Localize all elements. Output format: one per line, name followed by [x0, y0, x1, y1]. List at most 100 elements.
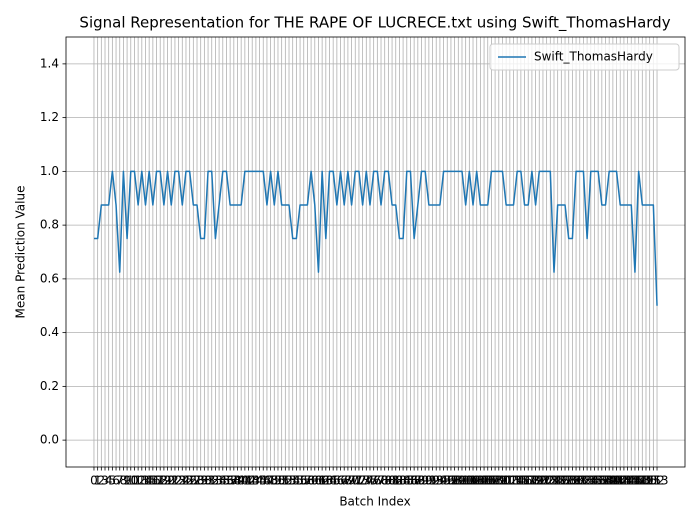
x-tick-label: 152: [642, 474, 665, 488]
x-tick-label: 10: [123, 474, 138, 488]
x-tick-label: 93: [429, 474, 444, 488]
legend-label: Swift_ThomasHardy: [534, 50, 653, 64]
x-tick-label: 26: [182, 474, 197, 488]
x-tick-label: 12: [130, 474, 145, 488]
x-tick-label: 151: [638, 474, 661, 488]
x-tick-label: 27: [186, 474, 201, 488]
x-tick-label: 16: [145, 474, 160, 488]
x-tick-label: 63: [318, 474, 333, 488]
x-tick-label: 136: [583, 474, 606, 488]
x-tick-label: 141: [601, 474, 624, 488]
x-tick-label: 126: [546, 474, 569, 488]
x-tick-label: 6: [112, 474, 120, 488]
x-tick-label: 90: [418, 474, 433, 488]
x-tick-label: 121: [528, 474, 551, 488]
x-tick-label: 117: [513, 474, 536, 488]
x-tick-label: 87: [407, 474, 422, 488]
x-tick-label: 83: [392, 474, 407, 488]
x-tick-label: 46: [256, 474, 271, 488]
x-tick-label: 5: [109, 474, 117, 488]
x-tick-label: 15: [142, 474, 157, 488]
x-tick-label: 114: [502, 474, 525, 488]
x-tick-label: 2: [98, 474, 106, 488]
x-tick-label: 122: [531, 474, 554, 488]
y-tick-label: 1.4: [40, 56, 59, 70]
x-tick-label: 56: [292, 474, 307, 488]
x-tick-label: 50: [270, 474, 285, 488]
x-tick-label: 11: [127, 474, 142, 488]
x-tick-label: 29: [193, 474, 208, 488]
x-tick-label: 113: [498, 474, 521, 488]
y-tick-label: 0.8: [40, 218, 59, 232]
x-tick-label: 96: [440, 474, 455, 488]
x-tick-label: 81: [384, 474, 399, 488]
x-tick-label: 62: [314, 474, 329, 488]
x-tick-label: 143: [609, 474, 632, 488]
x-tick-label: 142: [605, 474, 628, 488]
x-tick-label: 53: [281, 474, 296, 488]
x-tick-label: 102: [458, 474, 481, 488]
x-tick-label: 54: [285, 474, 300, 488]
x-tick-label: 123: [535, 474, 558, 488]
x-tick-label: 82: [388, 474, 403, 488]
plot-frame: [65, 36, 686, 468]
x-tick-label: 25: [178, 474, 193, 488]
x-tick-label: 20: [160, 474, 175, 488]
x-tick-label: 30: [197, 474, 212, 488]
x-tick-label: 57: [296, 474, 311, 488]
x-tick-label: 153: [646, 474, 669, 488]
x-tick-label: 66: [329, 474, 344, 488]
x-tick-label: 8: [120, 474, 128, 488]
x-tick-label: 120: [524, 474, 547, 488]
x-tick-label: 31: [200, 474, 215, 488]
x-tick-label: 129: [557, 474, 580, 488]
x-tick-label: 72: [351, 474, 366, 488]
x-tick-label: 94: [432, 474, 447, 488]
x-tick-label: 100: [451, 474, 474, 488]
x-tick-label: 45: [252, 474, 267, 488]
x-tick-label: 105: [469, 474, 492, 488]
x-tick-label: 48: [263, 474, 278, 488]
x-tick-label: 116: [509, 474, 532, 488]
x-tick-label: 97: [443, 474, 458, 488]
x-tick-label: 38: [226, 474, 241, 488]
x-tick-label: 106: [473, 474, 496, 488]
x-tick-label: 13: [134, 474, 149, 488]
x-tick-label: 92: [425, 474, 440, 488]
x-tick-label: 35: [215, 474, 230, 488]
x-tick-label: 107: [476, 474, 499, 488]
x-tick-label: 65: [326, 474, 341, 488]
y-tick-label: 0.4: [40, 325, 59, 339]
x-tick-label: 18: [153, 474, 168, 488]
y-tick-label: 0.6: [40, 271, 59, 285]
x-tick-label: 24: [175, 474, 190, 488]
x-tick-label: 74: [359, 474, 374, 488]
y-axis-label: Mean Prediction Value: [14, 186, 28, 319]
x-tick-label: 104: [465, 474, 488, 488]
y-tick-label: 1.2: [40, 110, 59, 124]
x-tick-label: 59: [303, 474, 318, 488]
x-tick-label: 39: [230, 474, 245, 488]
x-tick-label: 34: [211, 474, 226, 488]
x-tick-label: 70: [344, 474, 359, 488]
x-tick-label: 79: [377, 474, 392, 488]
y-tick-label: 0.2: [40, 379, 59, 393]
x-tick-label: 0: [90, 474, 98, 488]
x-tick-label: 21: [164, 474, 179, 488]
x-tick-label: 119: [520, 474, 543, 488]
y-tick-label: 1.0: [40, 164, 59, 178]
x-tick-label: 73: [355, 474, 370, 488]
legend: Swift_ThomasHardy: [489, 43, 680, 71]
x-tick-label: 109: [484, 474, 507, 488]
x-tick-label: 22: [167, 474, 182, 488]
x-tick-label: 43: [245, 474, 260, 488]
x-tick-label: 131: [565, 474, 588, 488]
x-tick-label: 128: [554, 474, 577, 488]
series-line: [93, 170, 658, 306]
x-tick-label: 19: [156, 474, 171, 488]
x-tick-label: 47: [259, 474, 274, 488]
x-tick-label: 28: [189, 474, 204, 488]
x-tick-label: 67: [333, 474, 348, 488]
